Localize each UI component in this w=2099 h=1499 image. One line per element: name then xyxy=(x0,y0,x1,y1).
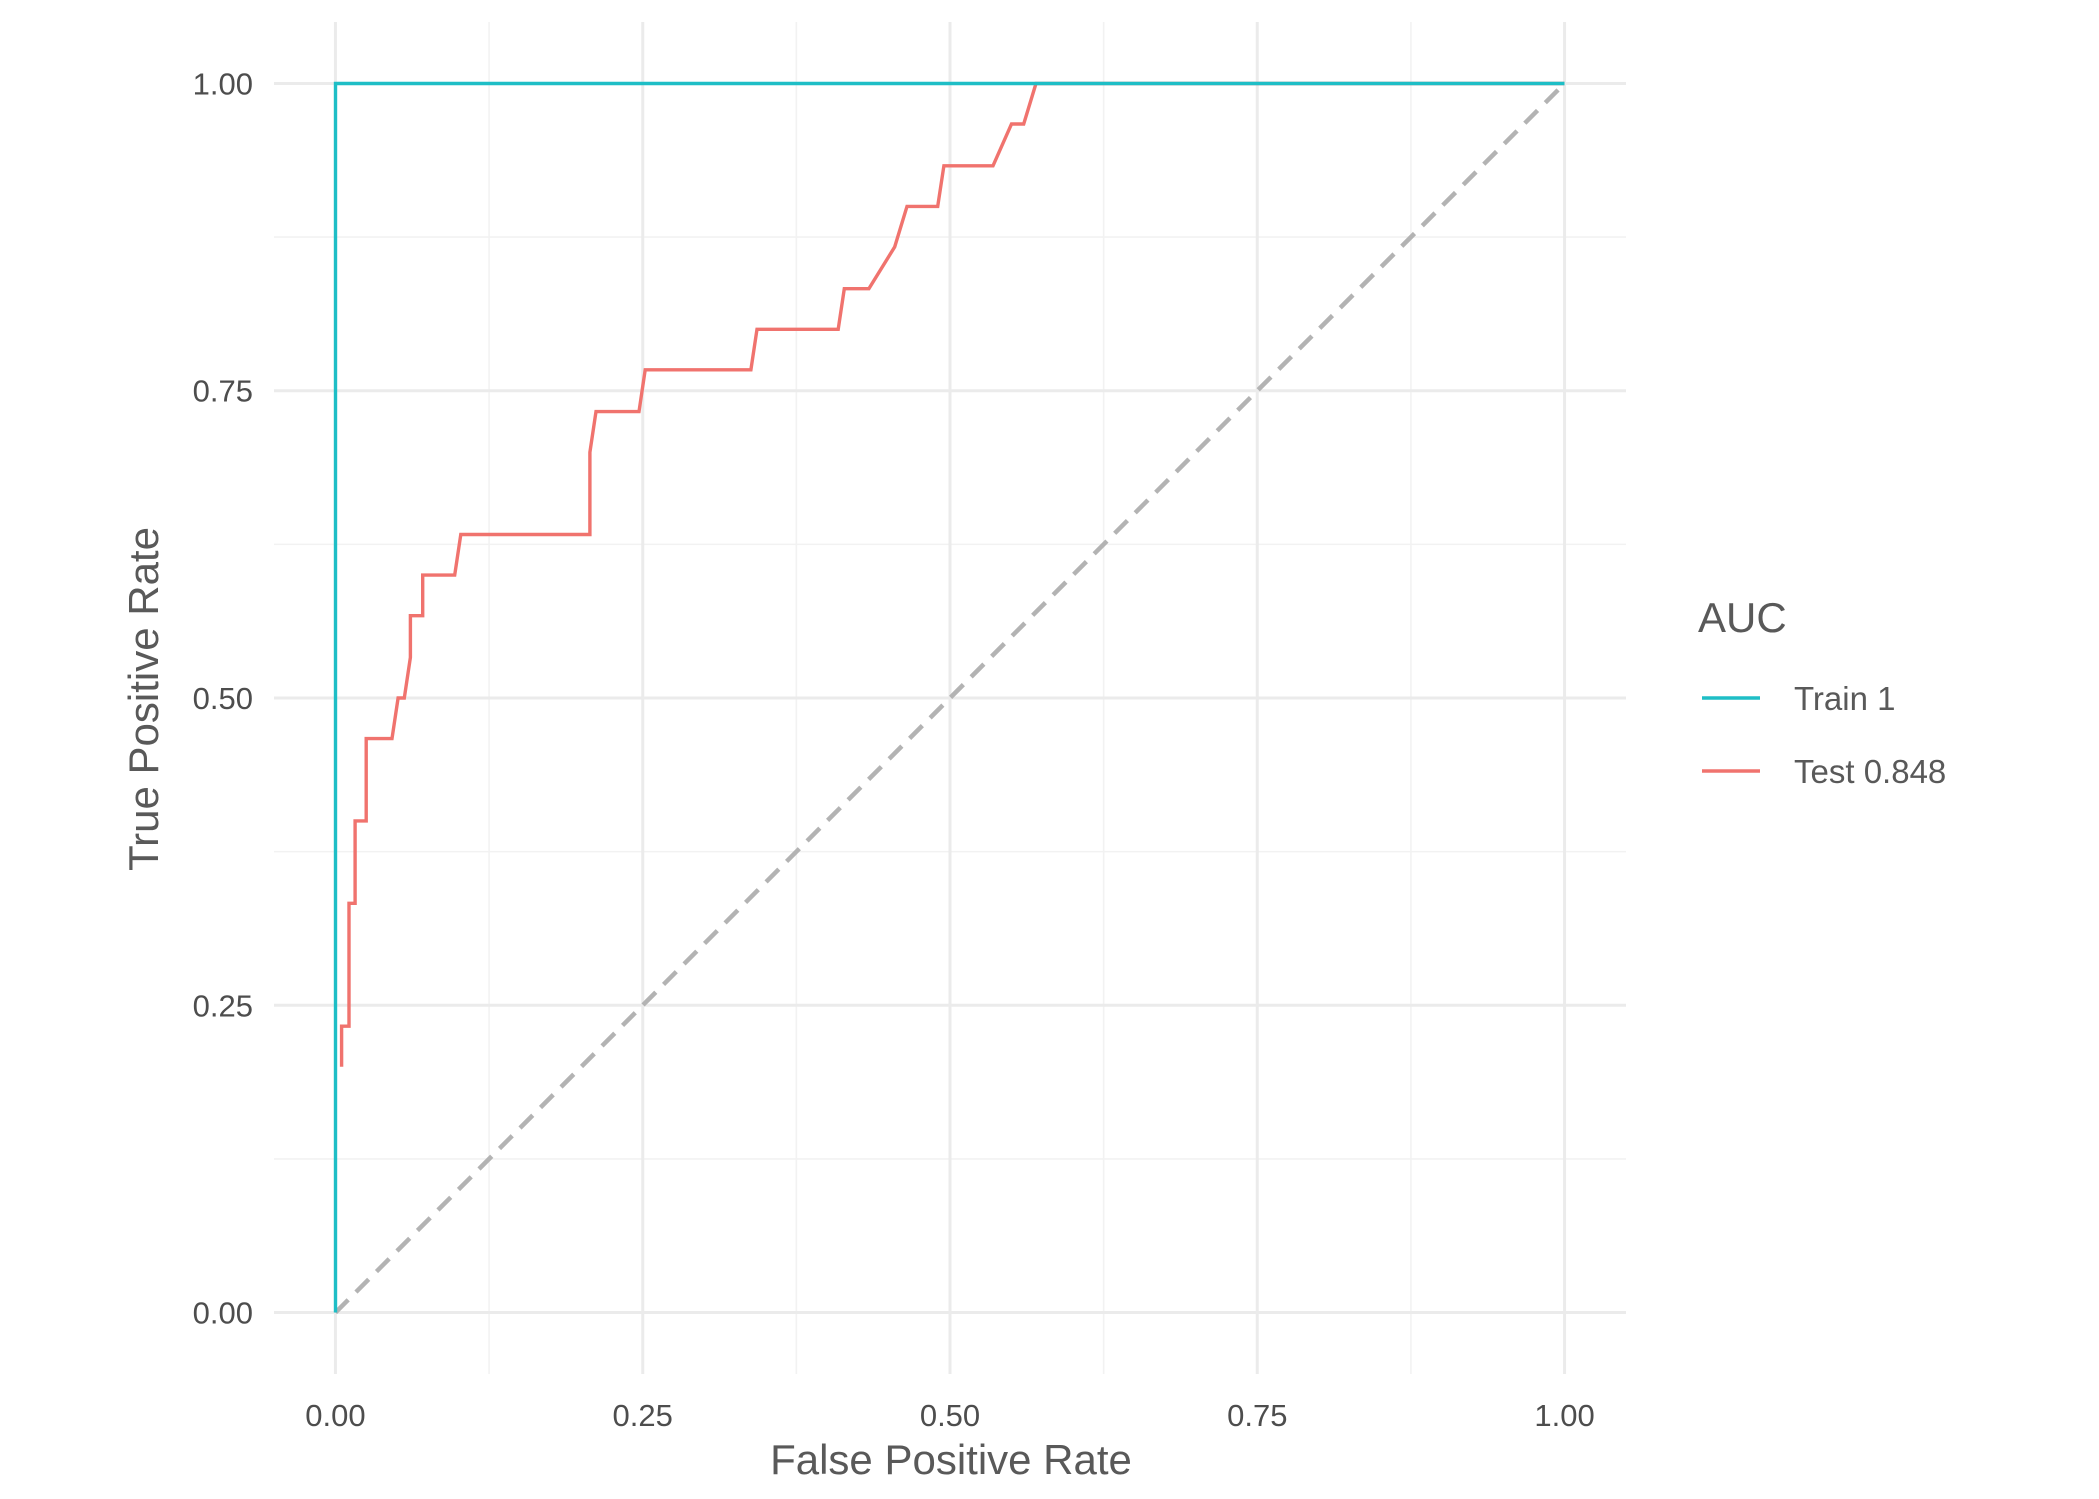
x-tick-label: 1.00 xyxy=(1534,1398,1594,1433)
x-axis-title: False Positive Rate xyxy=(770,1436,1132,1483)
x-axis-tick-labels: 0.00 0.25 0.50 0.75 1.00 xyxy=(305,1398,1594,1433)
legend-label: Test 0.848 xyxy=(1794,753,1946,790)
y-tick-label: 0.00 xyxy=(193,1296,253,1331)
y-tick-label: 0.25 xyxy=(193,988,253,1023)
y-axis-title: True Positive Rate xyxy=(120,527,167,871)
series-lines xyxy=(333,81,1565,1313)
legend-label: Train 1 xyxy=(1794,680,1895,717)
legend: AUC Train 1 Test 0.848 xyxy=(1698,594,1946,790)
x-tick-label: 0.75 xyxy=(1227,1398,1287,1433)
x-tick-label: 0.25 xyxy=(613,1398,673,1433)
legend-items: Train 1 Test 0.848 xyxy=(1702,680,1946,790)
y-tick-label: 1.00 xyxy=(193,66,253,101)
y-axis-tick-labels: 0.00 0.25 0.50 0.75 1.00 xyxy=(193,66,253,1330)
legend-title: AUC xyxy=(1698,594,1787,641)
x-tick-label: 0.00 xyxy=(305,1398,365,1433)
series-line-0 xyxy=(333,81,1565,1313)
y-tick-label: 0.50 xyxy=(193,681,253,716)
y-tick-label: 0.75 xyxy=(193,374,253,409)
x-tick-label: 0.50 xyxy=(920,1398,980,1433)
series-line-1 xyxy=(339,81,1565,1067)
